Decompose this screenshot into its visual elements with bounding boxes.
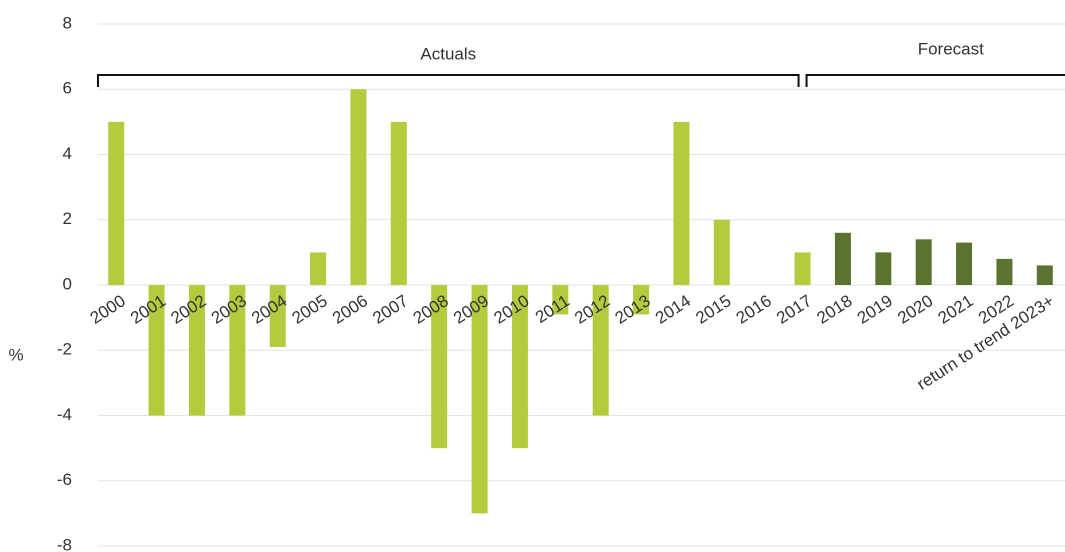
bar: [794, 252, 811, 285]
y-tick-label: 4: [63, 144, 72, 163]
bar: [148, 285, 165, 416]
x-tick-label: 2006: [329, 291, 371, 328]
x-tick-label: 2007: [369, 291, 411, 328]
y-tick-label: 0: [63, 274, 72, 293]
y-tick-label: 6: [63, 79, 72, 98]
y-tick-label: 2: [63, 209, 72, 228]
y-tick-label: -6: [57, 470, 72, 489]
x-tick-label: 2014: [652, 291, 694, 328]
x-tick-label: 2000: [87, 291, 129, 328]
bracket: [805, 74, 1065, 87]
bar: [633, 285, 650, 315]
annotation: Actuals: [420, 44, 476, 63]
y-tick-label: -4: [57, 405, 72, 424]
x-tick-label: 2021: [935, 291, 977, 328]
bar: [592, 285, 609, 416]
bar: [875, 252, 892, 285]
bar: [713, 219, 730, 285]
annotation: Forecast: [918, 39, 984, 58]
bar: [834, 232, 851, 285]
bar: [108, 121, 125, 285]
y-tick-label: 8: [63, 13, 72, 32]
bar: [431, 285, 448, 449]
bracket: [97, 74, 800, 87]
bar: [269, 285, 286, 347]
bar: [673, 121, 690, 285]
bar: [188, 285, 205, 416]
x-tick-label: 2019: [854, 291, 896, 328]
x-tick-label: 2015: [692, 291, 734, 328]
bar: [956, 242, 973, 285]
bar: [996, 258, 1013, 285]
bar: [1036, 265, 1053, 285]
bar: [552, 285, 569, 315]
bar: [471, 285, 488, 514]
bar: [511, 285, 528, 449]
x-tick-label: 2016: [733, 291, 775, 328]
bar: [390, 121, 407, 285]
y-axis-label: %: [8, 345, 23, 364]
x-tick-label: 2005: [289, 291, 331, 328]
x-tick-label: 2020: [894, 291, 936, 328]
bar: [915, 239, 932, 285]
bar: [310, 252, 327, 285]
bar: [350, 89, 367, 285]
y-tick-label: -2: [57, 340, 72, 359]
x-tick-label: 2017: [773, 291, 815, 328]
bar: [229, 285, 246, 416]
x-tick-label: 2018: [813, 291, 855, 328]
y-tick-label: -8: [57, 535, 72, 552]
